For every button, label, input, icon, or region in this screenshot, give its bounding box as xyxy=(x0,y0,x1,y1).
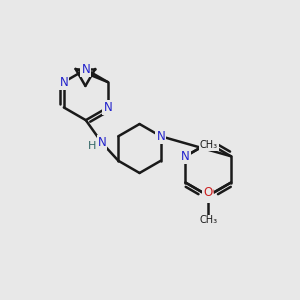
Text: CH₃: CH₃ xyxy=(200,140,218,150)
Text: N: N xyxy=(81,63,90,76)
Text: O: O xyxy=(204,186,214,199)
Text: O: O xyxy=(203,186,212,199)
Text: H: H xyxy=(88,141,97,152)
Text: N: N xyxy=(156,130,165,143)
Text: N: N xyxy=(181,150,190,163)
Text: N: N xyxy=(59,76,68,88)
Text: N: N xyxy=(103,101,112,114)
Text: CH₃: CH₃ xyxy=(199,215,217,226)
Text: N: N xyxy=(204,189,213,202)
Text: N: N xyxy=(98,136,106,149)
